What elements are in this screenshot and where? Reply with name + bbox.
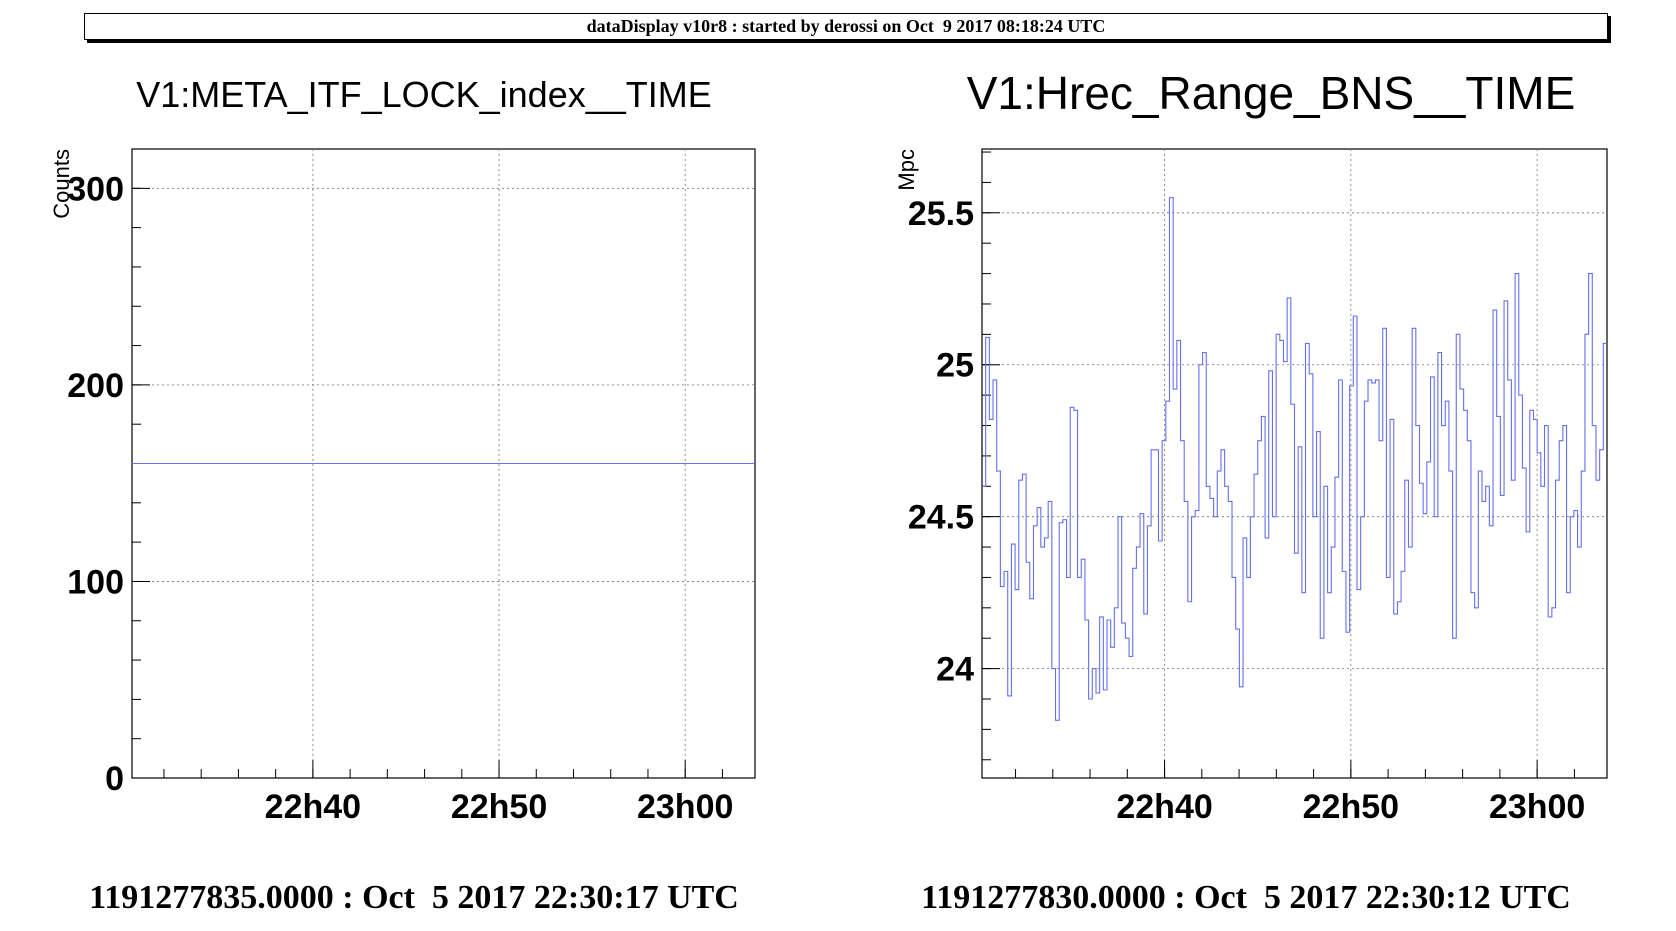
chart-right-frame — [981, 148, 1608, 779]
y-tick-label: 24 — [936, 651, 974, 689]
chart-right-axis-ticks — [982, 151, 1575, 778]
chart-left-axis-ticks — [132, 148, 723, 779]
x-tick-label: 22h40 — [1116, 788, 1212, 826]
chart-left-ylabel: Counts — [49, 149, 74, 219]
y-tick-label: 200 — [67, 367, 124, 405]
y-tick-label: 300 — [67, 170, 124, 208]
chart-left-title: V1:META_ITF_LOCK_index__TIME — [136, 74, 712, 115]
chart-right-title: V1:Hrec_Range_BNS__TIME — [967, 67, 1576, 119]
chart-right-footer: 1191277830.0000 : Oct 5 2017 22:30:12 UT… — [921, 879, 1571, 916]
y-tick-label: 100 — [67, 563, 124, 601]
header-bar: dataDisplay v10r8 : started by derossi o… — [84, 13, 1608, 40]
y-tick-label: 0 — [105, 760, 124, 798]
y-tick-label: 24.5 — [908, 499, 974, 537]
chart-right-ylabel: Mpc — [894, 149, 919, 191]
chart-left-grid — [132, 149, 755, 778]
header-title: dataDisplay v10r8 : started by derossi o… — [586, 16, 1106, 36]
chart-right-tick-labels: 22h40 22h50 23h00 24 24.5 25 25.5 — [908, 195, 1586, 826]
chart-right-series — [982, 197, 1607, 721]
chart-left-footer: 1191277835.0000 : Oct 5 2017 22:30:17 UT… — [89, 879, 739, 916]
x-tick-label: 22h40 — [265, 788, 361, 826]
chart-left: V1:META_ITF_LOCK_index__TIME 22h40 22h50 2… — [49, 74, 756, 916]
y-tick-label: 25 — [936, 347, 974, 385]
chart-right: V1:Hrec_Range_BNS__TIME 22h40 22h50 23h002… — [894, 67, 1608, 916]
y-tick-label: 25.5 — [908, 195, 974, 233]
x-tick-label: 23h00 — [1489, 788, 1585, 826]
x-tick-label: 23h00 — [637, 788, 733, 826]
x-tick-label: 22h50 — [451, 788, 547, 826]
x-tick-label: 22h50 — [1303, 788, 1399, 826]
series-line — [982, 197, 1607, 721]
chart-right-grid — [982, 149, 1607, 778]
chart-left-tick-labels: 22h40 22h50 23h00 0 100 200 300 — [67, 170, 733, 826]
